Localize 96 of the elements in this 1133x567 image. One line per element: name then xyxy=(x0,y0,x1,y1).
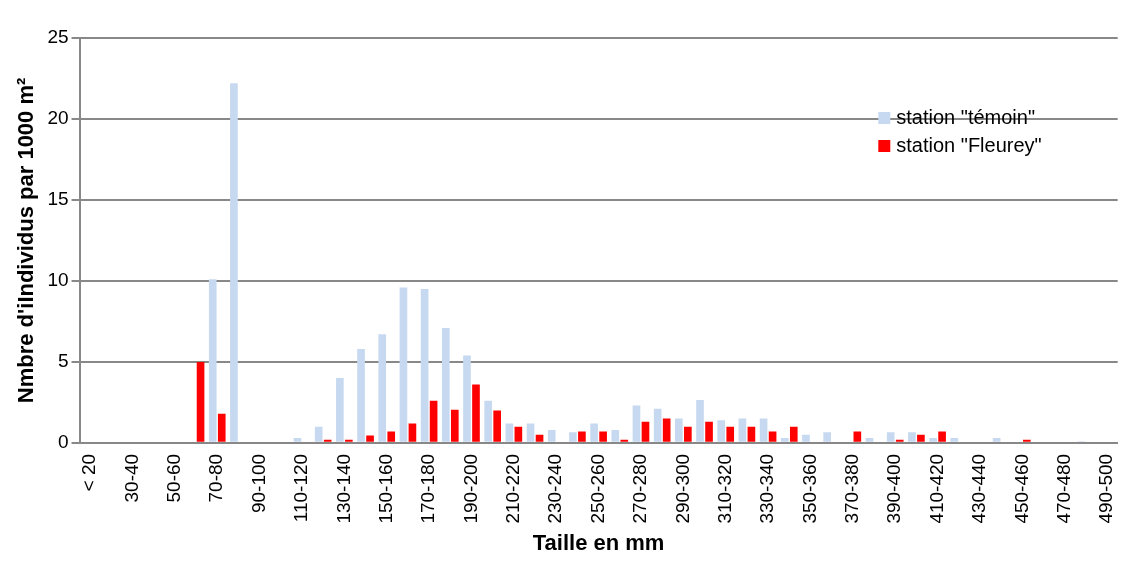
x-axis-title: Taille en mm xyxy=(532,529,665,555)
x-tick-label: 70-80 xyxy=(205,453,227,503)
x-tick-label: 250-260 xyxy=(586,453,608,524)
legend-label: station "Fleurey" xyxy=(896,133,1042,156)
x-tick-label: 390-400 xyxy=(883,453,905,524)
bar xyxy=(992,438,1001,442)
bar xyxy=(590,423,598,442)
bar xyxy=(865,438,874,442)
x-tick-label: 470-480 xyxy=(1052,453,1074,524)
bar xyxy=(599,431,607,442)
bar xyxy=(505,423,514,442)
x-tick-label: 430-440 xyxy=(968,453,990,524)
bar xyxy=(675,418,683,442)
bar xyxy=(357,348,365,442)
y-tick-label: 5 xyxy=(57,350,69,372)
bar xyxy=(399,287,408,442)
y-tick-label: 0 xyxy=(57,431,69,453)
bar xyxy=(1023,439,1031,442)
bar xyxy=(420,289,429,442)
bar xyxy=(569,432,577,442)
bar xyxy=(526,423,535,442)
x-tick-label: 190-200 xyxy=(459,453,481,524)
y-tick-label: 10 xyxy=(47,269,69,291)
bar xyxy=(950,438,959,442)
bar xyxy=(429,400,438,442)
x-tick-label: 310-320 xyxy=(713,453,735,524)
x-tick-label: < 20 xyxy=(78,453,100,492)
x-tick-label: 230-240 xyxy=(544,453,566,524)
bar xyxy=(726,426,735,442)
x-tick-label: 110-120 xyxy=(290,453,312,523)
x-tick-label: 130-140 xyxy=(332,453,354,524)
bar xyxy=(336,378,344,442)
bar xyxy=(611,429,620,442)
bar xyxy=(938,431,946,442)
bar xyxy=(387,431,396,442)
x-tick-label: 50-60 xyxy=(163,453,185,503)
bar xyxy=(653,408,662,442)
bar xyxy=(345,439,353,442)
bar xyxy=(908,432,916,442)
bar xyxy=(535,434,544,442)
bar xyxy=(408,423,417,442)
bar xyxy=(738,418,747,442)
bar xyxy=(886,432,895,442)
bar xyxy=(493,410,501,442)
bar xyxy=(823,432,831,442)
x-tick-label: 270-280 xyxy=(629,453,651,524)
bar xyxy=(293,438,302,442)
bar xyxy=(547,429,556,442)
bar xyxy=(578,431,586,442)
x-tick-label: 30-40 xyxy=(120,453,142,503)
x-tick-label: 350-360 xyxy=(798,453,820,524)
bar xyxy=(759,418,768,442)
bar xyxy=(802,434,810,442)
x-tick-label: 90-100 xyxy=(247,453,269,514)
bar xyxy=(789,426,798,442)
bar xyxy=(705,421,713,442)
bar xyxy=(895,439,904,442)
x-tick-label: 330-340 xyxy=(756,453,778,524)
y-tick-label: 25 xyxy=(47,26,69,48)
y-axis-title: Nmbre d'iIndividus par 1000 m² xyxy=(13,77,39,404)
bar xyxy=(217,413,226,442)
legend-label: station "témoin" xyxy=(896,105,1036,128)
bar xyxy=(208,279,217,442)
x-tick-label: 150-160 xyxy=(374,453,396,524)
bar xyxy=(366,435,374,442)
x-tick-label: 210-220 xyxy=(502,453,524,524)
y-tick-label: 15 xyxy=(47,188,69,210)
bar xyxy=(484,400,492,442)
bar xyxy=(314,426,323,442)
bar xyxy=(696,399,704,442)
bar xyxy=(717,420,726,442)
x-tick-label: 370-380 xyxy=(841,453,863,524)
x-tick-label: 490-500 xyxy=(1095,453,1117,524)
bar xyxy=(472,384,480,442)
bar xyxy=(747,426,756,442)
bar xyxy=(378,334,387,442)
x-tick-label: 450-460 xyxy=(1010,453,1032,524)
bar xyxy=(632,405,641,442)
bar xyxy=(620,439,629,442)
x-tick-label: 290-300 xyxy=(671,453,693,524)
x-tick-label: 410-420 xyxy=(925,453,947,524)
bar xyxy=(196,361,205,442)
bar xyxy=(780,438,789,442)
bar xyxy=(641,421,650,442)
bar xyxy=(323,439,332,442)
bar xyxy=(917,434,925,442)
bar xyxy=(230,83,238,442)
bar xyxy=(514,426,523,442)
bar xyxy=(441,327,450,442)
x-tick-label: 170-180 xyxy=(417,453,439,524)
bar xyxy=(463,355,471,442)
bar xyxy=(684,426,692,442)
bar xyxy=(929,438,937,442)
y-tick-label: 20 xyxy=(47,107,69,129)
bar xyxy=(450,409,459,442)
bar xyxy=(662,418,671,442)
